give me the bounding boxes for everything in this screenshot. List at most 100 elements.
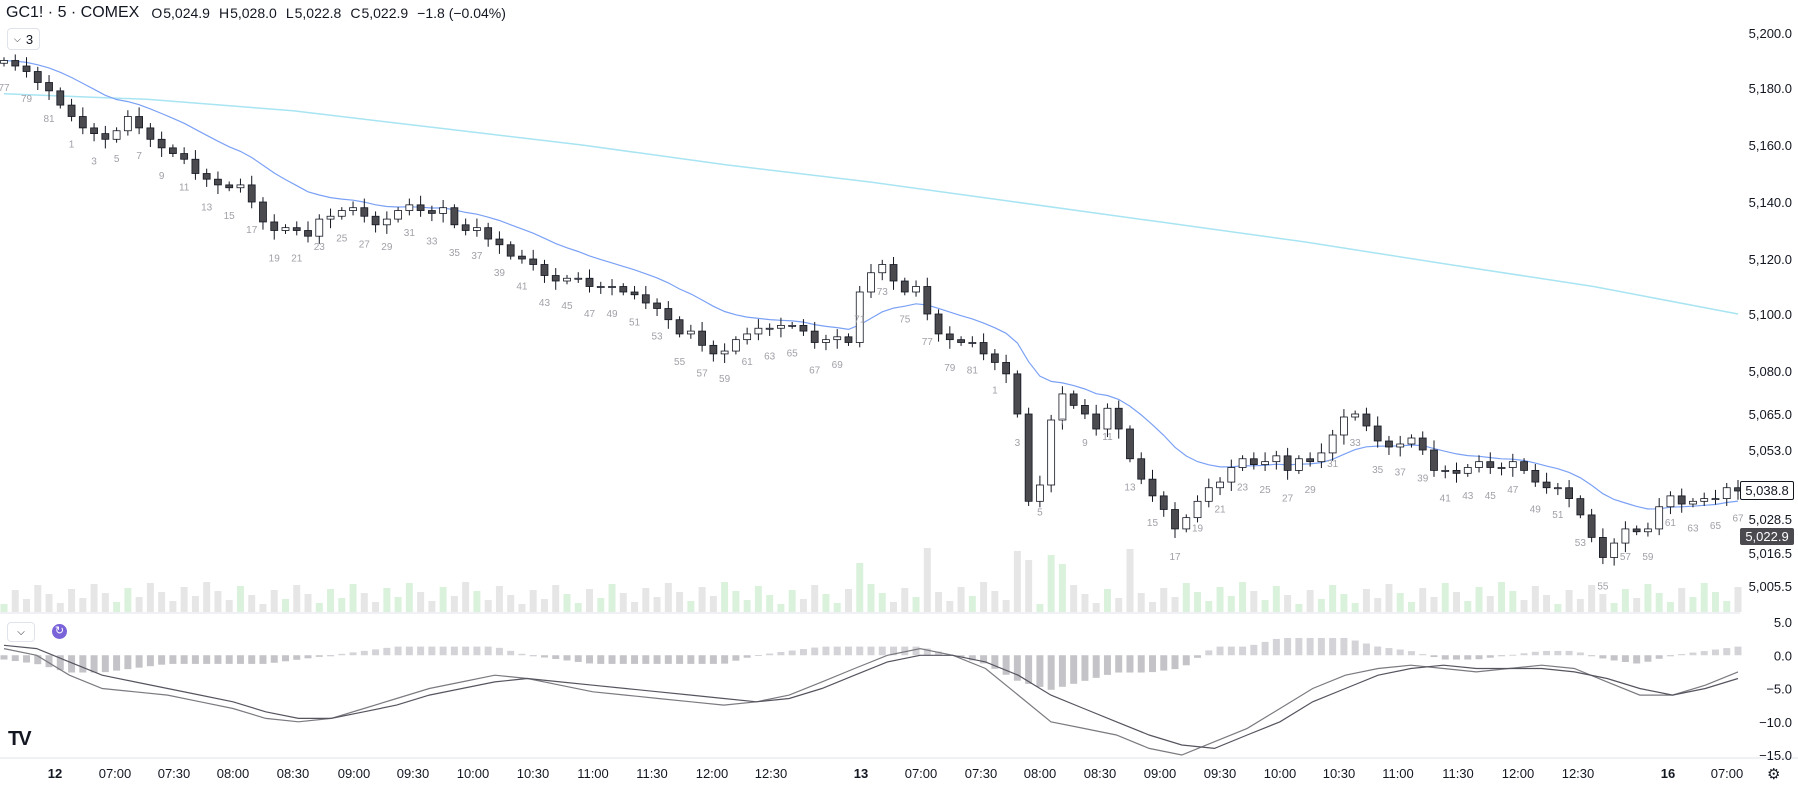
chevron-down-icon: ⌵ <box>17 626 25 638</box>
macd-histogram-bar <box>1441 655 1449 660</box>
candle-body <box>1148 478 1157 497</box>
volume-bar <box>304 594 312 612</box>
macd-histogram-bar <box>383 647 391 656</box>
volume-bar <box>844 589 852 612</box>
volume-bar <box>1261 600 1269 612</box>
indicators-count: 3 <box>25 31 34 47</box>
volume-bar <box>1351 603 1359 612</box>
macd-histogram-bar <box>428 646 436 656</box>
candle-body <box>1655 506 1664 530</box>
macd-histogram-bar <box>642 655 650 664</box>
macd-histogram-bar <box>1385 648 1393 656</box>
macd-histogram-bar <box>1205 650 1213 656</box>
bar-count-label: 11 <box>179 182 190 193</box>
candle-body <box>540 264 549 276</box>
candle-body <box>202 173 211 180</box>
macd-histogram-bar <box>439 646 447 656</box>
candle-body <box>777 324 785 329</box>
bar-count-label: 5 <box>1037 507 1043 518</box>
macd-histogram-bar <box>518 653 526 656</box>
price-tick-label: 5,200.0 <box>1749 26 1792 41</box>
volume-bar <box>1272 586 1280 612</box>
refresh-icon[interactable]: ↻ <box>52 624 67 639</box>
bar-count-label: 9 <box>159 171 165 182</box>
candle-body <box>1351 413 1360 418</box>
volume-bar <box>788 590 796 612</box>
candle-body <box>1385 440 1393 448</box>
volume-bar <box>439 587 447 612</box>
bar-count-label: 51 <box>629 317 641 328</box>
macd-axis[interactable]: 5.0 0.0 −5.0 −10.0 −15.0 <box>1759 615 1792 763</box>
candle-body <box>1632 528 1641 533</box>
candle-body <box>1340 416 1348 436</box>
time-axis[interactable]: 12 07:00 07:30 08:00 08:30 09:00 09:30 10:00 10:… <box>48 766 1744 781</box>
candle-body <box>371 215 380 226</box>
gear-icon[interactable]: ⚙ <box>1767 766 1781 783</box>
candle-body <box>822 339 830 343</box>
price-tick-label: 5,120.0 <box>1749 252 1792 267</box>
volume-bar <box>1092 603 1100 612</box>
candle-body <box>788 324 797 327</box>
candle-body <box>867 272 875 293</box>
price-axis[interactable]: 5,200.0 5,180.0 5,160.0 5,140.0 5,120.0 5,100… <box>1749 26 1792 594</box>
volume-bar <box>372 602 380 612</box>
macd-histogram-bar <box>890 646 898 656</box>
volume-bar <box>113 602 121 612</box>
volume-bar <box>890 602 898 612</box>
time-tick-label: 12:30 <box>1562 766 1595 781</box>
candle-body <box>259 201 267 223</box>
volume-bar <box>653 597 661 612</box>
candle-body <box>326 215 335 220</box>
time-tick-label: 10:00 <box>1264 766 1297 781</box>
macd-collapse-button[interactable]: ⌵ <box>7 622 35 642</box>
volume-bar <box>540 599 548 612</box>
bar-count-label: 33 <box>426 237 438 248</box>
volume-bar <box>1194 592 1202 612</box>
volume-bar <box>79 598 87 612</box>
volume-bar <box>484 600 492 612</box>
symbol-header: GC1! · 5 · COMEX O 5,024.9 H 5,028.0 L 5,02… <box>6 3 506 23</box>
candle-body <box>360 207 369 217</box>
macd-histogram-bar <box>608 655 616 664</box>
candle-body <box>1047 419 1056 486</box>
candle-body <box>1430 449 1438 471</box>
macd-histogram-bar <box>282 655 289 662</box>
bar-count-label: 41 <box>516 282 528 293</box>
macd-histogram-bar <box>417 646 425 656</box>
candle-body <box>157 138 166 149</box>
bar-count-label: 45 <box>561 301 573 312</box>
volume-bar <box>1036 604 1044 612</box>
candle-body <box>0 60 8 64</box>
volume-bar <box>236 586 244 612</box>
macd-histogram-bar <box>833 646 841 656</box>
macd-histogram-bar <box>327 655 335 657</box>
candle-body <box>855 291 864 343</box>
symbol-title[interactable]: GC1! · 5 · COMEX <box>6 4 140 21</box>
bar-count-label: 25 <box>336 234 348 245</box>
macd-histogram-bar <box>1655 655 1663 659</box>
bar-count-label: 63 <box>764 351 776 362</box>
candle-body <box>146 127 155 140</box>
macd-histogram-bar <box>664 655 672 664</box>
indicators-toggle-button[interactable]: ⌵ 3 <box>7 28 41 50</box>
macd-histogram-bar <box>1182 655 1190 666</box>
volume-bar <box>597 598 605 612</box>
volume-bar <box>1340 594 1348 612</box>
macd-histogram-bar <box>191 655 199 664</box>
price-tick-label: 5,160.0 <box>1749 138 1792 153</box>
volume-bar <box>608 584 616 612</box>
tradingview-logo-icon[interactable]: TV <box>8 728 32 750</box>
macd-histogram-bar <box>360 650 368 656</box>
time-tick-label: 09:30 <box>1204 766 1237 781</box>
change-value: −1.8 (−0.04%) <box>417 5 506 21</box>
macd-histogram-bar <box>23 655 31 663</box>
candle-body <box>439 207 448 214</box>
macd-histogram-bar <box>552 655 560 659</box>
macd-histogram-bar <box>1025 655 1033 684</box>
volume-bar <box>1633 598 1641 612</box>
macd-histogram-bar <box>844 646 852 656</box>
volume-bar <box>619 593 627 612</box>
macd-histogram-bar <box>709 655 717 664</box>
bar-count-label: 71 <box>854 315 866 326</box>
